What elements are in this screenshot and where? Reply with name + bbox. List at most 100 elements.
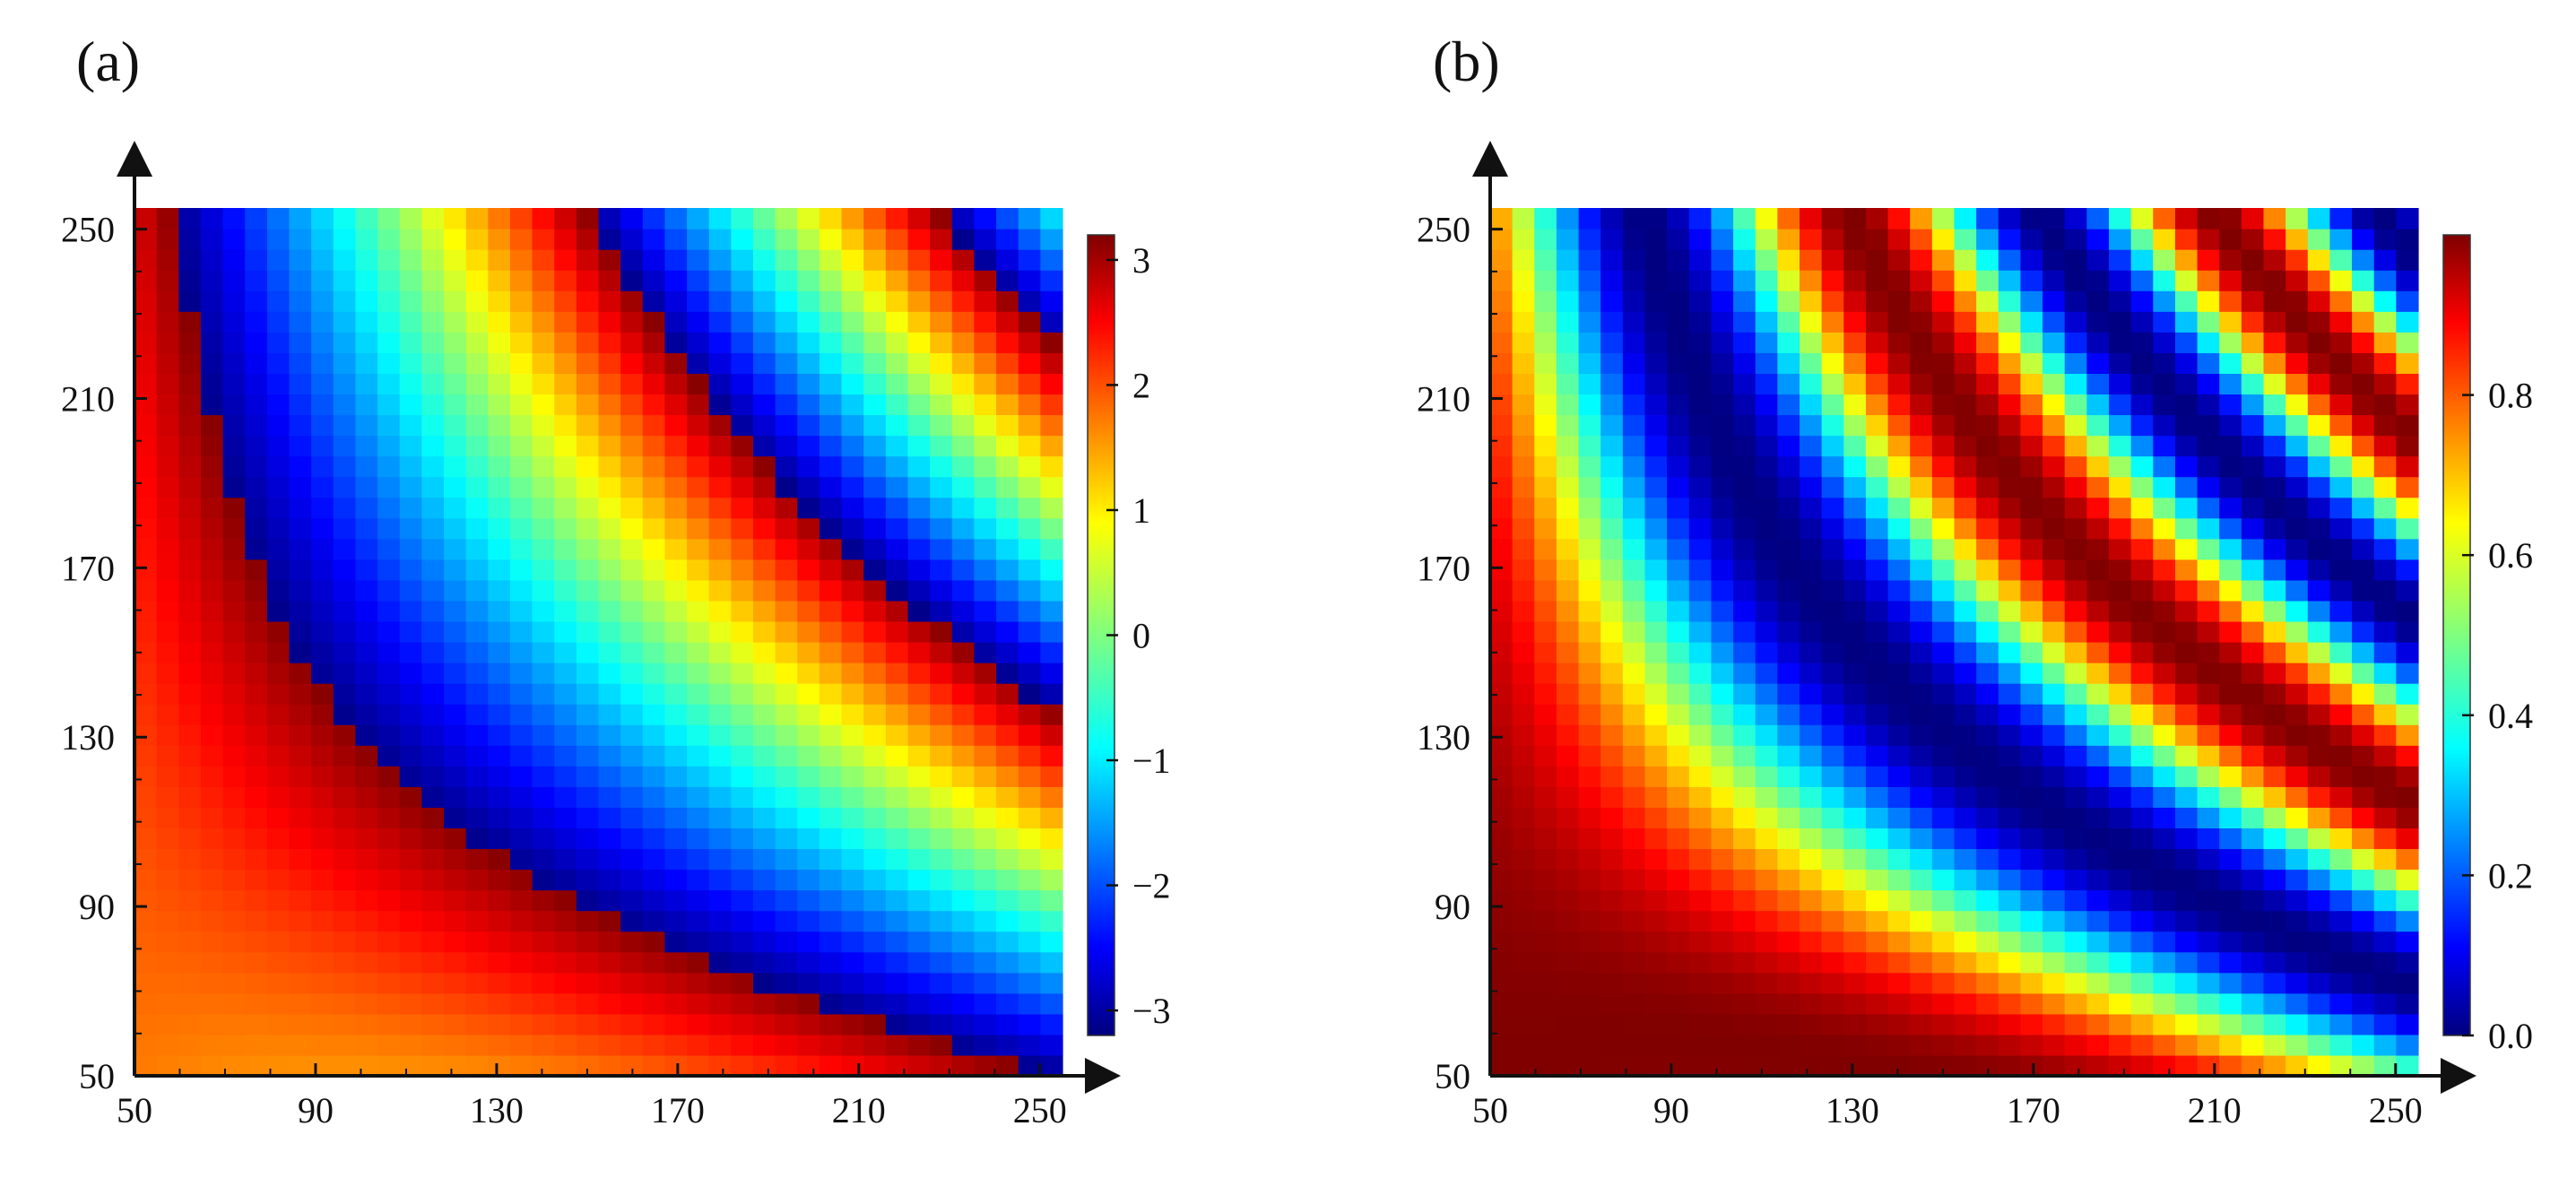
heatmap-cell bbox=[2263, 373, 2286, 395]
heatmap-cell bbox=[1976, 600, 1999, 622]
heatmap-cell bbox=[2020, 332, 2043, 353]
heatmap-cell bbox=[1887, 889, 1911, 912]
heatmap-cell bbox=[2130, 208, 2154, 230]
heatmap-cell bbox=[907, 951, 931, 974]
heatmap-cell bbox=[1578, 848, 1601, 871]
heatmap-cell bbox=[1910, 352, 1933, 374]
heatmap-cell bbox=[1534, 559, 1557, 581]
heatmap-cell bbox=[598, 373, 621, 395]
heatmap-cell bbox=[2130, 332, 2154, 353]
heatmap-cell bbox=[1910, 208, 1933, 230]
heatmap-cell bbox=[1644, 476, 1668, 498]
heatmap-cell bbox=[576, 972, 600, 994]
heatmap-cell bbox=[731, 311, 754, 333]
heatmap-cell bbox=[797, 951, 820, 974]
heatmap-cell bbox=[1534, 663, 1557, 684]
heatmap-cell bbox=[1534, 766, 1557, 787]
heatmap-cell bbox=[1534, 229, 1557, 250]
heatmap-cell bbox=[664, 414, 688, 437]
heatmap-cell bbox=[355, 600, 378, 622]
heatmap-cell bbox=[907, 352, 931, 374]
heatmap-cell bbox=[1512, 663, 1535, 684]
heatmap-cell bbox=[1688, 827, 1713, 850]
heatmap-cell bbox=[951, 663, 976, 684]
heatmap-cell bbox=[2109, 683, 2132, 705]
heatmap-cell bbox=[1667, 786, 1690, 808]
heatmap-cell bbox=[2086, 455, 2110, 478]
heatmap-cell bbox=[1733, 620, 1756, 643]
heatmap-cell bbox=[245, 455, 268, 478]
heatmap-cell bbox=[753, 270, 776, 291]
heatmap-cell bbox=[245, 931, 268, 953]
heatmap-cell bbox=[753, 827, 776, 850]
heatmap-cell bbox=[753, 497, 776, 519]
heatmap-cell bbox=[687, 559, 710, 581]
heatmap-cell bbox=[1512, 807, 1535, 829]
heatmap-cell bbox=[200, 517, 224, 540]
heatmap-cell bbox=[1578, 394, 1601, 416]
heatmap-cell bbox=[642, 786, 666, 808]
heatmap-cell bbox=[996, 311, 1019, 333]
heatmap-cell bbox=[885, 579, 909, 602]
heatmap-cell bbox=[266, 373, 291, 395]
heatmap-cell bbox=[996, 538, 1019, 560]
heatmap-cell bbox=[2241, 352, 2265, 374]
heatmap-cell bbox=[245, 745, 268, 767]
heatmap-cell bbox=[465, 538, 489, 560]
heatmap-cell bbox=[222, 414, 246, 437]
heatmap-cell bbox=[465, 663, 489, 684]
heatmap-cell bbox=[2130, 579, 2154, 602]
heatmap-cell bbox=[2219, 910, 2242, 932]
heatmap-cell bbox=[289, 414, 312, 437]
heatmap-cell bbox=[687, 435, 710, 457]
heatmap-cell bbox=[996, 476, 1019, 498]
heatmap-cell bbox=[2373, 724, 2397, 746]
heatmap-cell bbox=[2373, 559, 2397, 581]
heatmap-cell bbox=[1800, 869, 1823, 891]
heatmap-cell bbox=[1800, 497, 1823, 519]
heatmap-cell bbox=[775, 270, 798, 291]
heatmap-cell bbox=[642, 394, 666, 416]
heatmap-cell bbox=[1040, 869, 1063, 891]
heatmap-cell bbox=[1755, 931, 1778, 953]
heatmap-cell bbox=[1954, 435, 1977, 457]
heatmap-cell bbox=[421, 1034, 445, 1056]
heatmap-cell bbox=[2373, 1054, 2397, 1077]
heatmap-cell bbox=[1018, 889, 1041, 912]
heatmap-cell bbox=[465, 642, 489, 663]
heatmap-cell bbox=[1733, 538, 1756, 560]
heatmap-cell bbox=[708, 992, 732, 1015]
heatmap-cell bbox=[266, 435, 291, 457]
heatmap-cell bbox=[2020, 786, 2043, 808]
heatmap-cell bbox=[687, 414, 710, 437]
heatmap-cell bbox=[731, 889, 754, 912]
heatmap-cell bbox=[1490, 807, 1514, 829]
heatmap-cell bbox=[2307, 497, 2331, 519]
heatmap-cell bbox=[2307, 972, 2331, 994]
heatmap-cell bbox=[1954, 704, 1977, 725]
heatmap-cell bbox=[488, 951, 511, 974]
heatmap-cell bbox=[2329, 910, 2353, 932]
heatmap-cell bbox=[1800, 208, 1823, 230]
heatmap-cell bbox=[1040, 1013, 1063, 1035]
heatmap-cell bbox=[222, 538, 246, 560]
heatmap-cell bbox=[1777, 229, 1800, 250]
heatmap-cell bbox=[1600, 931, 1624, 953]
heatmap-cell bbox=[642, 414, 666, 437]
heatmap-cell bbox=[2373, 373, 2397, 395]
heatmap-cell bbox=[1931, 807, 1956, 829]
heatmap-cell bbox=[996, 208, 1019, 230]
heatmap-cell bbox=[974, 517, 997, 540]
heatmap-cell bbox=[2043, 745, 2066, 767]
heatmap-cell bbox=[664, 786, 688, 808]
heatmap-cell bbox=[2307, 394, 2331, 416]
heatmap-cell bbox=[1755, 642, 1778, 663]
heatmap-cell bbox=[687, 1034, 710, 1056]
heatmap-cell bbox=[2043, 249, 2066, 271]
heatmap-cell bbox=[1931, 620, 1956, 643]
heatmap-cell bbox=[2352, 517, 2375, 540]
heatmap-cell bbox=[598, 517, 621, 540]
heatmap-cell bbox=[1644, 786, 1668, 808]
heatmap-cell bbox=[1821, 1054, 1844, 1077]
heatmap-cell bbox=[245, 642, 268, 663]
